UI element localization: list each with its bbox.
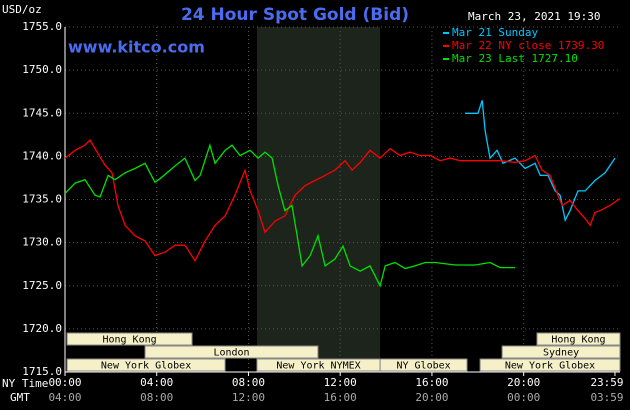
x-tick-label: 08:00 xyxy=(232,376,265,389)
site-url: www.kitco.com xyxy=(68,38,205,57)
session-label: New York Globex xyxy=(505,361,595,372)
legend-label: Mar 21 Sunday xyxy=(452,26,538,39)
x2-tick-label: 03:59 xyxy=(590,391,623,404)
y-tick-label: 1715.0 xyxy=(22,365,62,378)
y-tick-label: 1755.0 xyxy=(22,20,62,33)
session-label: London xyxy=(213,348,249,359)
x-tick-label: 20:00 xyxy=(507,376,540,389)
x2-tick-label: 00:00 xyxy=(507,391,540,404)
legend-label: Mar 23 Last 1727.10 xyxy=(452,52,578,65)
session-box xyxy=(501,345,621,359)
x-tick-label: 12:00 xyxy=(324,376,357,389)
y-tick-label: 1745.0 xyxy=(22,106,62,119)
session-box xyxy=(536,332,621,346)
session-box xyxy=(66,358,226,372)
session-box xyxy=(479,358,621,372)
y-tick-label: 1725.0 xyxy=(22,279,62,292)
session-label: Sydney xyxy=(543,348,579,359)
session-box xyxy=(66,332,193,346)
series-line xyxy=(64,142,515,288)
legend-label: Mar 22 NY close 1739.30 xyxy=(452,39,604,52)
y-tick-label: 1750.0 xyxy=(22,63,62,76)
timestamp: March 23, 2021 19:30 xyxy=(468,10,600,23)
x-tick-label: 00:00 xyxy=(48,376,81,389)
y-tick-label: 1720.0 xyxy=(22,322,62,335)
session-box xyxy=(379,358,468,372)
series-line xyxy=(465,100,616,223)
session-label: NY Globex xyxy=(396,361,450,372)
x2-tick-label: 08:00 xyxy=(140,391,173,404)
x2-tick-label: 12:00 xyxy=(232,391,265,404)
chart-title: 24 Hour Spot Gold (Bid) xyxy=(181,5,409,25)
y-axis-label: USD/oz xyxy=(2,3,42,16)
x-tick-label: 16:00 xyxy=(415,376,448,389)
y-tick-label: 1730.0 xyxy=(22,236,62,249)
x2-axis-label: GMT xyxy=(10,391,30,404)
x2-tick-label: 16:00 xyxy=(324,391,357,404)
session-label: New York Globex xyxy=(101,361,191,372)
x-tick-label: 04:00 xyxy=(140,376,173,389)
session-box xyxy=(144,345,319,359)
series-line xyxy=(64,138,621,262)
session-label: Hong Kong xyxy=(551,335,605,346)
x-tick-label: 23:59 xyxy=(590,376,623,389)
x-axis-label: NY Time xyxy=(2,377,48,390)
x2-tick-label: 20:00 xyxy=(415,391,448,404)
y-tick-label: 1735.0 xyxy=(22,193,62,206)
session-label: New York NYMEX xyxy=(276,361,360,372)
y-tick-label: 1740.0 xyxy=(22,149,62,162)
session-label: Hong Kong xyxy=(102,335,156,346)
x2-tick-label: 04:00 xyxy=(48,391,81,404)
